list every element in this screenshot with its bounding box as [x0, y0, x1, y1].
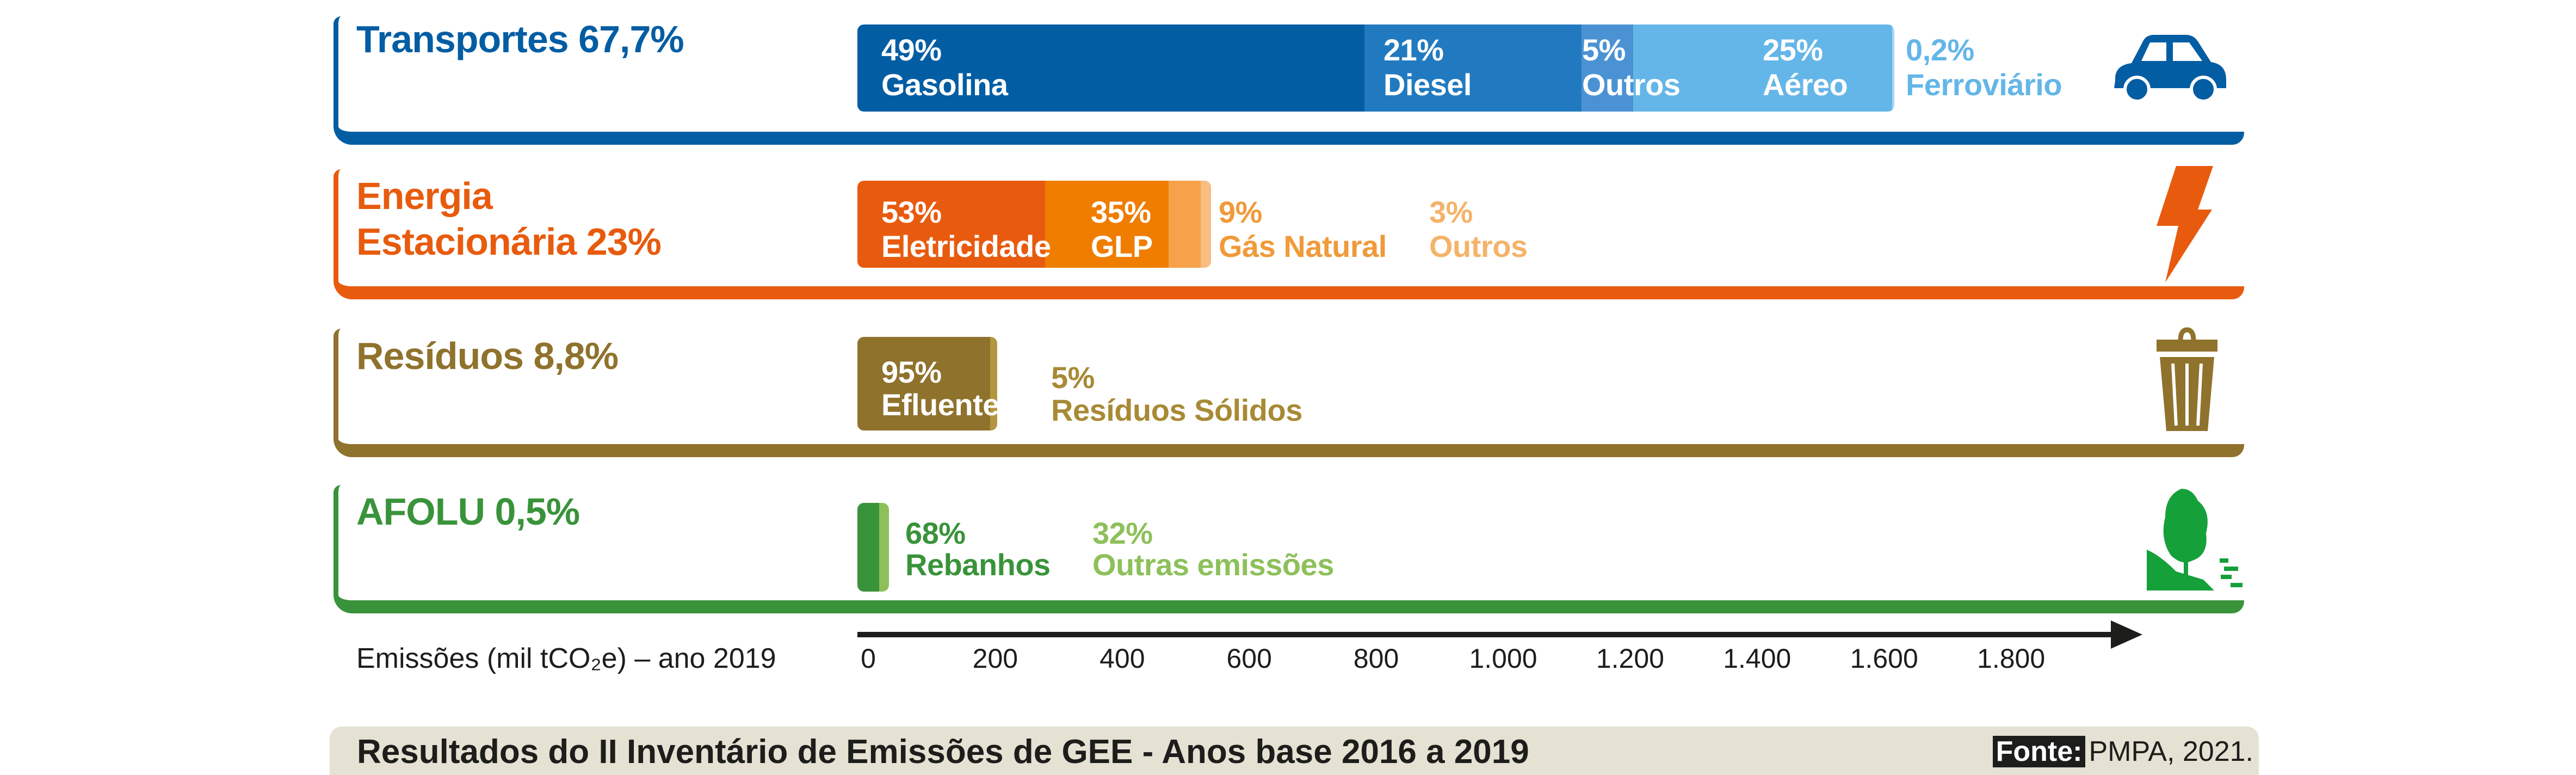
source-text: PMPA, 2021.	[2089, 736, 2253, 767]
segment-percent-label: 68%	[905, 516, 966, 550]
segment-percent-label: 5%	[1582, 33, 1626, 67]
axis-line	[857, 632, 2114, 637]
x-tick-label: 600	[1226, 643, 1272, 674]
bar-residuos	[857, 337, 997, 430]
segment-percent-label: 25%	[1763, 33, 1823, 67]
bar-segment-glp	[1045, 181, 1169, 268]
trash-icon	[2157, 327, 2217, 431]
bar-energia	[857, 181, 1211, 268]
segment-name-label: Gás Natural	[1219, 229, 1387, 263]
axis-arrow-icon	[2111, 620, 2142, 649]
bar-segment-gasolina	[857, 24, 1364, 112]
segment-name-label: Ferroviário	[1906, 67, 2062, 102]
bar-segment-outras-emiss-es	[879, 503, 889, 592]
segment-name-label: Rebanhos	[905, 548, 1051, 582]
sector-title-afolu: AFOLU 0,5%	[356, 490, 580, 533]
segment-percent-label: 53%	[881, 195, 942, 229]
segment-percent-label: 49%	[881, 33, 942, 67]
segment-percent-label: 21%	[1383, 33, 1444, 67]
segment-name-label: Gasolina	[881, 67, 1008, 102]
axis-title: Emissões (mil tCO₂e) – ano 2019	[356, 643, 776, 674]
x-tick-label: 1.800	[1977, 643, 2046, 674]
segment-percent-label: 0,2%	[1906, 33, 1974, 67]
source-label: Fonte:	[1992, 736, 2086, 767]
panel-energia	[333, 169, 2244, 299]
footer-source: Fonte: PMPA, 2021.	[1992, 734, 2253, 769]
bar-segment-res-duos-s-lidos	[990, 337, 997, 430]
bar-segment-rebanhos	[857, 503, 879, 592]
bar-segment-outros	[1200, 181, 1211, 268]
bar-segment-efluentes	[857, 337, 990, 430]
lightning-icon	[2157, 166, 2213, 282]
panel-transportes	[333, 16, 2244, 145]
x-tick-label: 1.600	[1850, 643, 1918, 674]
footer-bar: Resultados do II Inventário de Emissões …	[330, 727, 2259, 775]
bar-segment-diesel	[1364, 24, 1582, 112]
x-tick-label: 1.200	[1596, 643, 1664, 674]
sector-title-residuos: Resíduos 8,8%	[356, 335, 619, 377]
bar-segment-outros	[1582, 24, 1634, 112]
segment-name-label: Outros	[1582, 67, 1681, 102]
car-icon	[2114, 35, 2226, 103]
sector-title-energia-line1: Energia	[356, 175, 493, 217]
sector-title-transportes: Transportes 67,7%	[356, 18, 684, 60]
bar-segment-ferrovi-rio	[1892, 24, 1894, 112]
segment-name-label: Aéreo	[1763, 67, 1848, 102]
segment-name-label: GLP	[1091, 229, 1153, 263]
bar-afolu	[857, 503, 889, 592]
segment-name-label: Diesel	[1383, 67, 1472, 102]
segment-name-label: Outros	[1429, 229, 1528, 263]
segment-name-label: Resíduos Sólidos	[1051, 393, 1302, 427]
segment-percent-label: 5%	[1051, 360, 1095, 395]
sector-title-energia-line2: Estacionária 23%	[356, 220, 662, 263]
x-tick-label: 1.000	[1469, 643, 1537, 674]
segment-percent-label: 3%	[1429, 195, 1473, 229]
footer-title: Resultados do II Inventário de Emissões …	[357, 733, 1529, 771]
x-tick-label: 0	[861, 643, 876, 674]
x-tick-label: 200	[972, 643, 1018, 674]
x-tick-label: 400	[1099, 643, 1145, 674]
segment-name-label: Eletricidade	[881, 229, 1051, 263]
panel-residuos	[333, 329, 2244, 457]
tree-icon	[2147, 489, 2243, 591]
x-tick-label: 800	[1353, 643, 1399, 674]
x-tick-label: 1.400	[1723, 643, 1792, 674]
bar-segment-eletricidade	[857, 181, 1045, 268]
bar-segment-g-s-natural	[1169, 181, 1201, 268]
bar-segment-a-reo	[1633, 24, 1892, 112]
segment-name-label: Outras emissões	[1092, 548, 1334, 582]
bar-transportes	[857, 24, 1894, 112]
segment-percent-label: 35%	[1091, 195, 1151, 229]
segment-name-label: Efluentes	[881, 388, 1016, 422]
segment-percent-label: 32%	[1092, 516, 1153, 550]
panel-afolu	[333, 485, 2244, 613]
segment-percent-label: 9%	[1219, 195, 1262, 229]
segment-percent-label: 95%	[881, 355, 942, 389]
